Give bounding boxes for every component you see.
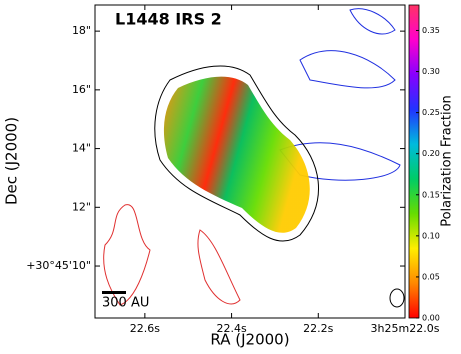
plot-frame [94,4,406,319]
colorbar-label: Polarization Fraction [440,95,455,227]
scale-bar-label: 300 AU [102,296,149,311]
x-tick-label: 22.4s [216,322,246,335]
colorbar-tick-label: 0.10 [422,231,440,240]
x-tick-label: 22.6s [130,322,160,335]
x-tick-label: 3h25m22.0s [371,322,440,335]
chart-title: L1448 IRS 2 [115,10,222,29]
image-content [102,8,405,308]
y-tick-label: 12" [72,200,91,213]
colorbar [408,4,420,319]
y-tick-label: +30°45'10" [26,259,91,272]
colorbar-tick-label: 0.25 [422,108,440,117]
y-tick-label: 18" [72,24,91,37]
colorbar-tick-label: 0.05 [422,272,440,281]
colorbar-tick-label: 0.15 [422,190,440,199]
colorbar-tick-label: 0.30 [422,67,440,76]
colorbar-tick-label: 0.00 [422,314,440,323]
colorbar-tick-label: 0.20 [422,149,440,158]
colorbar-tick-label: 0.35 [422,26,440,35]
x-tick-label: 22.2s [303,322,333,335]
y-tick-label: 14" [72,142,91,155]
x-axis-label: RA (J2000) [210,331,289,349]
y-axis-label: Dec (J2000) [3,117,21,205]
y-tick-label: 16" [72,83,91,96]
